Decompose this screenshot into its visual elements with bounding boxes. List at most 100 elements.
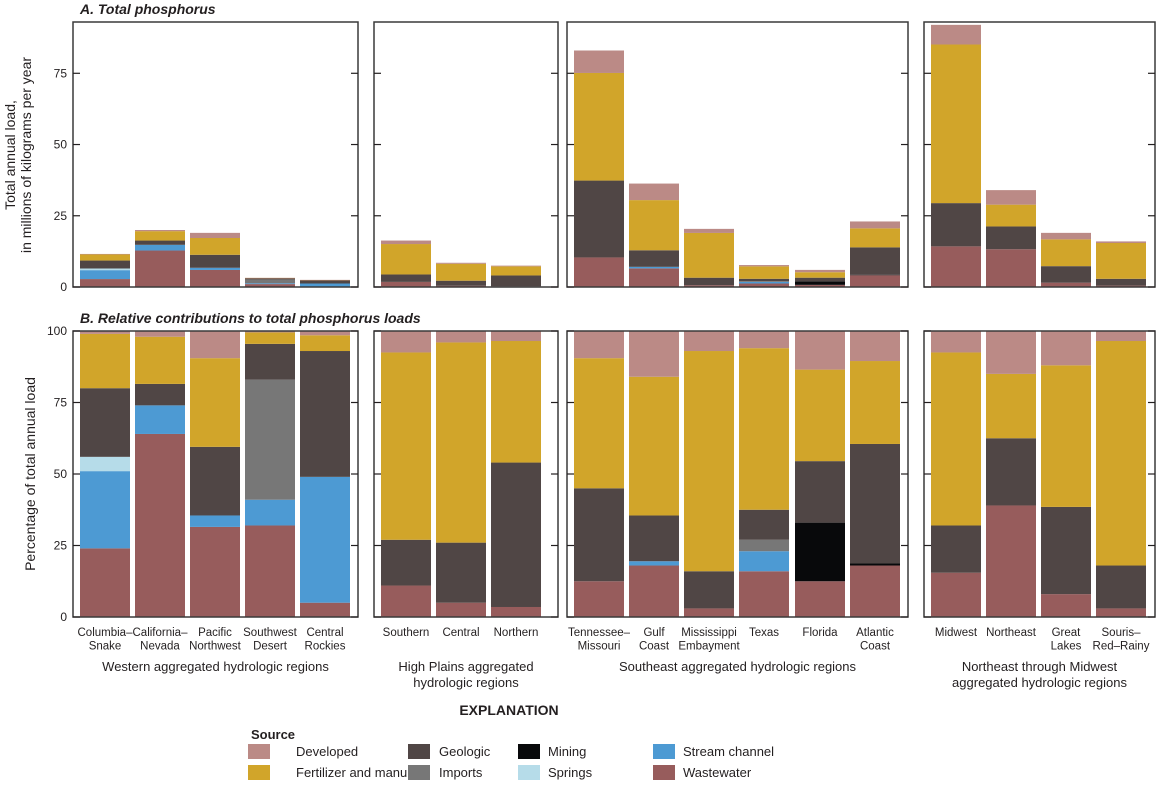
- bar-segment-b-gulf-coast-geologic: [629, 515, 679, 562]
- bar-segment-b-northeast-fertilizer-and-manure: [986, 373, 1036, 439]
- legend-swatch-stream-channel: [653, 744, 675, 759]
- bar-segment-b-southwest-desert-fertilizer-and-manure: [245, 332, 295, 344]
- bar-segment-b-florida-geologic: [795, 461, 845, 523]
- bar-segment-b-northern-fertilizer-and-manure: [491, 341, 541, 463]
- bar-segment-a-gulf-coast-developed: [629, 183, 679, 201]
- bar-segment-b-gulf-coast-wastewater: [629, 565, 679, 617]
- legend-label: Wastewater: [683, 765, 752, 780]
- y-tick-label: 100: [47, 324, 67, 338]
- y-tick-label: 75: [54, 396, 68, 410]
- bar-segment-a-southwest-desert-geologic: [245, 278, 295, 280]
- category-label: Coast: [639, 641, 670, 653]
- bar-segment-b-great-lakes-developed: [1041, 331, 1091, 366]
- bar-segment-a-mississippi-embayment-geologic: [684, 277, 734, 286]
- bar-segment-a-california-nevada-fertilizer-and-manure: [135, 231, 185, 241]
- category-label: Missouri: [578, 641, 621, 653]
- bar-segment-b-central-developed: [436, 331, 486, 343]
- bar-segment-b-tennessee-missouri-developed: [574, 331, 624, 359]
- bar-segment-b-tennessee-missouri-geologic: [574, 488, 624, 582]
- bar-segment-b-southern-fertilizer-and-manure: [381, 352, 431, 540]
- bar-segment-b-southwest-desert-imports: [245, 379, 295, 500]
- y-tick-label: 50: [54, 467, 68, 481]
- legend-swatch-fertilizer-and-manure: [248, 765, 270, 780]
- bar-segment-b-northern-developed: [491, 331, 541, 342]
- group-label: High Plains aggregated: [398, 659, 533, 674]
- bar-segment-a-great-lakes-fertilizer-and-manure: [1041, 239, 1091, 267]
- bar-segment-a-northeast-fertilizer-and-manure: [986, 204, 1036, 227]
- bar-segment-a-central-fertilizer-and-manure: [436, 263, 486, 281]
- bar-segment-a-texas-wastewater: [739, 283, 789, 287]
- bar-segment-b-great-lakes-wastewater: [1041, 594, 1091, 617]
- bar-segment-b-california-nevada-fertilizer-and-manure: [135, 336, 185, 384]
- bar-segment-a-northeast-geologic: [986, 226, 1036, 250]
- category-label: Tennessee–: [568, 627, 631, 639]
- bar-segment-b-columbia-snake-springs: [80, 456, 130, 472]
- bar-segment-b-souris-red-rainy-developed: [1096, 331, 1146, 342]
- bar-segment-b-southern-wastewater: [381, 585, 431, 617]
- legend-swatch-geologic: [408, 744, 430, 759]
- bar-segment-a-midwest-geologic: [931, 203, 981, 247]
- bar-segment-b-southwest-desert-stream-channel: [245, 499, 295, 526]
- bar-segment-a-columbia-snake-springs: [80, 268, 130, 271]
- bar-segment-a-atlantic-coast-fertilizer-and-manure: [850, 228, 900, 248]
- bar-segment-b-texas-wastewater: [739, 571, 789, 617]
- bar-segment-b-southern-developed: [381, 331, 431, 353]
- bar-segment-a-mississippi-embayment-wastewater: [684, 285, 734, 287]
- bar-segment-b-central-rockies-geologic: [300, 351, 350, 477]
- bar-segment-a-northern-fertilizer-and-manure: [491, 266, 541, 276]
- category-label: Central: [442, 627, 479, 639]
- bar-segment-b-midwest-fertilizer-and-manure: [931, 352, 981, 526]
- bar-segment-b-florida-developed: [795, 331, 845, 370]
- bar-segment-b-columbia-snake-developed: [80, 331, 130, 334]
- bar-segment-a-central-geologic: [436, 280, 486, 286]
- bar-segment-b-gulf-coast-stream-channel: [629, 561, 679, 566]
- legend-label: Mining: [548, 744, 586, 759]
- bar-segment-a-gulf-coast-stream-channel: [629, 266, 679, 269]
- bar-segment-b-central-rockies-wastewater: [300, 602, 350, 617]
- bar-segment-a-souris-red-rainy-developed: [1096, 241, 1146, 244]
- category-label: Northern: [494, 627, 539, 639]
- bar-segment-a-midwest-developed: [931, 24, 981, 45]
- bar-segment-a-texas-geologic: [739, 278, 789, 282]
- category-label: Great: [1052, 627, 1082, 639]
- bar-segment-a-tennessee-missouri-geologic: [574, 180, 624, 258]
- legend-label: Springs: [548, 765, 593, 780]
- panel-frame-a: [373, 21, 559, 288]
- bar-segment-b-atlantic-coast-wastewater: [850, 565, 900, 617]
- category-label: Florida: [802, 627, 838, 639]
- bar-segment-b-columbia-snake-geologic: [80, 388, 130, 457]
- category-label: Coast: [860, 641, 891, 653]
- category-label: Northeast: [986, 627, 1037, 639]
- legend-swatch-springs: [518, 765, 540, 780]
- bar-segment-b-california-nevada-wastewater: [135, 433, 185, 617]
- legend-swatch-imports: [408, 765, 430, 780]
- bar-segment-b-texas-geologic: [739, 509, 789, 540]
- bar-segment-a-central-rockies-stream-channel: [300, 283, 350, 287]
- bar-segment-b-florida-mining: [795, 522, 845, 582]
- bar-segment-a-california-nevada-wastewater: [135, 250, 185, 287]
- bar-segment-b-central-rockies-developed: [300, 331, 350, 336]
- bar-segment-a-midwest-fertilizer-and-manure: [931, 44, 981, 204]
- bar-segment-b-northeast-geologic: [986, 438, 1036, 506]
- bar-segment-a-atlantic-coast-mining: [850, 274, 900, 276]
- category-label: Gulf: [643, 627, 665, 639]
- bar-segment-a-midwest-wastewater: [931, 246, 981, 287]
- bar-segment-b-souris-red-rainy-geologic: [1096, 565, 1146, 609]
- bar-segment-b-texas-imports: [739, 539, 789, 552]
- group-label: aggregated hydrologic regions: [952, 675, 1127, 690]
- category-label: Midwest: [935, 627, 978, 639]
- bar-segment-a-pacific-northwest-wastewater: [190, 269, 240, 287]
- legend-label: Stream channel: [683, 744, 774, 759]
- bar-segment-b-great-lakes-fertilizer-and-manure: [1041, 365, 1091, 507]
- legend-swatch-developed: [248, 744, 270, 759]
- bar-segment-a-tennessee-missouri-fertilizer-and-manure: [574, 72, 624, 181]
- legend-label: Developed: [296, 744, 358, 759]
- bar-segment-b-pacific-northwest-developed: [190, 331, 240, 359]
- bar-segment-b-mississippi-embayment-wastewater: [684, 608, 734, 617]
- legend-title: EXPLANATION: [459, 702, 558, 718]
- panel-a-title: A. Total phosphorus: [79, 1, 216, 17]
- category-label: Embayment: [678, 641, 740, 653]
- bar-segment-b-northern-wastewater: [491, 606, 541, 617]
- legend-label: Imports: [439, 765, 483, 780]
- category-label: Rockies: [305, 641, 346, 653]
